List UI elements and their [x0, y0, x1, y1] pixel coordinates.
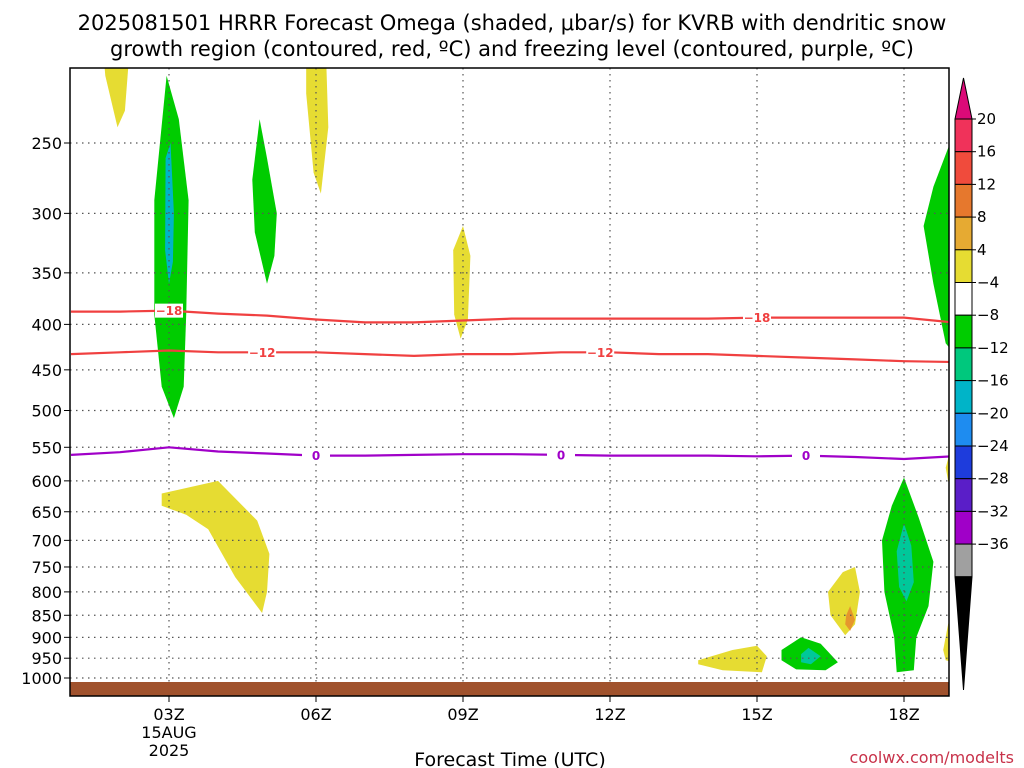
contour-label: 0 — [312, 449, 320, 463]
colorbar-label: −8 — [977, 306, 999, 324]
colorbar-label: −4 — [977, 274, 999, 292]
omega-region-yellow — [453, 226, 471, 339]
contour-label: 0 — [557, 448, 565, 462]
contour-label-bg — [248, 345, 277, 360]
omega-region-green — [923, 145, 949, 348]
contour-line — [71, 309, 949, 324]
colorbar-label: 12 — [977, 175, 996, 193]
colorbar-segment — [954, 478, 973, 512]
colorbar-segment — [954, 118, 973, 153]
contour-label-bg — [155, 303, 183, 318]
y-tick-label: 1000 — [21, 669, 62, 688]
plot-frame — [69, 67, 950, 697]
y-tick-label: 400 — [31, 315, 62, 334]
x-axis-label: Forecast Time (UTC) — [414, 749, 605, 768]
x-tick-sublabel: 2025 — [149, 741, 190, 760]
x-tick-label: 09Z — [447, 705, 478, 724]
omega-region-orange — [845, 606, 855, 631]
omega-shading — [104, 68, 949, 673]
y-tick-label: 450 — [31, 361, 62, 380]
contour-label-bg — [792, 448, 820, 463]
colorbar-segment — [954, 314, 973, 349]
x-tick-label: 18Z — [888, 705, 919, 724]
colorbar-label: −16 — [977, 372, 1009, 390]
colorbar-label: −12 — [977, 339, 1009, 357]
omega-region-teal — [896, 523, 914, 602]
contour-label: −12 — [587, 346, 614, 360]
y-tick-label: 650 — [31, 503, 62, 522]
colorbar-label: 4 — [977, 241, 987, 259]
contour-label-bg — [302, 448, 330, 463]
ground-surface — [70, 682, 949, 696]
y-tick-label: 300 — [31, 204, 62, 223]
x-tick-label: 15Z — [741, 705, 772, 724]
colorbar-top-arrow — [954, 77, 973, 120]
colorbar-segment — [954, 445, 973, 480]
y-tick-label: 750 — [31, 558, 62, 577]
colorbar-segment — [954, 183, 973, 218]
y-tick-label: 600 — [31, 472, 62, 491]
colorbar-segment — [954, 151, 973, 185]
contour-label: −18 — [156, 304, 183, 318]
x-tick-sublabel: 15AUG — [141, 723, 196, 742]
omega-region-green — [252, 119, 277, 284]
omega-region-yellow — [698, 645, 767, 673]
colorbar-label: −28 — [977, 470, 1009, 488]
y-tick-label: 900 — [31, 628, 62, 647]
y-tick-label: 350 — [31, 264, 62, 283]
omega-region-teal — [801, 647, 821, 665]
colorbar-label: −20 — [977, 404, 1009, 422]
colorbar-label: −24 — [977, 437, 1009, 455]
colorbar-segment — [954, 282, 973, 316]
y-tick-label: 850 — [31, 606, 62, 625]
omega-region-yellow — [943, 621, 949, 662]
x-tick-label: 03Z — [153, 705, 184, 724]
contour-label-bg — [547, 447, 575, 462]
y-tick-label: 700 — [31, 531, 62, 550]
contour-label: 0 — [802, 449, 810, 463]
x-tick-label: 06Z — [300, 705, 331, 724]
colorbar-label: −36 — [977, 535, 1009, 553]
y-tick-label: 800 — [31, 583, 62, 602]
colorbar-segment — [954, 543, 973, 578]
y-axis-ticks: 250 300 350 400 450 500 550 600 650 700 750 800 850 9… — [21, 134, 70, 688]
contour-line — [70, 349, 949, 364]
contour-label: −12 — [249, 346, 276, 360]
colorbar-segment — [954, 412, 973, 447]
y-tick-label: 250 — [31, 134, 62, 153]
omega-region-yellow — [306, 68, 329, 194]
colorbar-segment — [954, 216, 973, 251]
y-tick-label: 550 — [31, 438, 62, 457]
temperature-contours: −18 −18 −12 −12 0 0 0 — [70, 303, 949, 463]
contour-label: −18 — [744, 311, 771, 325]
omega-region-yellow — [945, 455, 949, 484]
colorbar-bottom-arrow — [954, 576, 973, 691]
plot-area — [70, 68, 949, 696]
colorbar-label: −32 — [977, 502, 1009, 520]
colorbar-label: 20 — [977, 110, 996, 128]
colorbar-label: 8 — [977, 208, 987, 226]
colorbar-segment — [954, 510, 973, 545]
credit-text: coolwx.com/modelts — [850, 748, 1014, 767]
colorbar-segment — [954, 380, 973, 414]
omega-region-yellow — [104, 68, 129, 128]
chart-title-line1: 2025081501 HRRR Forecast Omega (shaded, … — [78, 11, 947, 35]
x-tick-label: 12Z — [594, 705, 625, 724]
colorbar-label: 16 — [977, 143, 996, 161]
contour-label-bg — [586, 345, 615, 360]
colorbar-segment — [954, 249, 973, 284]
chart-title-line2: growth region (contoured, red, ºC) and f… — [110, 37, 914, 61]
y-tick-label: 950 — [31, 649, 62, 668]
colorbar-segment — [954, 347, 973, 382]
grid-lines — [70, 68, 949, 696]
colorbar: 20 16 12 8 4 −4 −8 −12 −16 −20 −24 −28 −32 −36 — [954, 77, 1009, 691]
omega-region-yellow — [161, 480, 270, 613]
y-tick-label: 500 — [31, 402, 62, 421]
contour-label-bg — [743, 310, 771, 325]
